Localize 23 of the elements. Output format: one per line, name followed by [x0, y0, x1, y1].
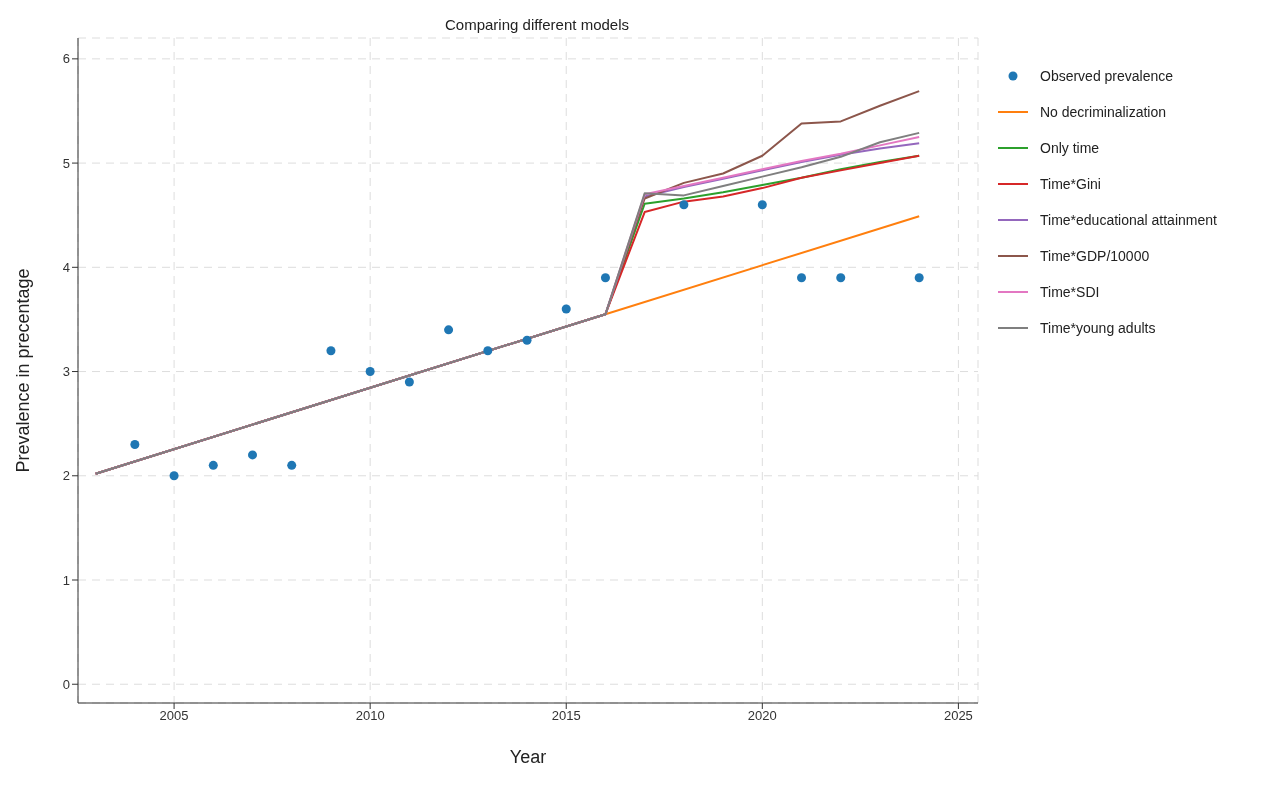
y-tick-label: 3	[62, 364, 70, 380]
x-axis-title: Year	[509, 747, 547, 767]
y-tick-label: 4	[62, 259, 70, 275]
x-tick-label: 2005	[159, 708, 189, 724]
x-tick-label: 2015	[551, 708, 581, 724]
legend-label: Time*educational attainment	[1040, 212, 1217, 228]
legend-label: Time*Gini	[1040, 176, 1101, 192]
legend-label: Only time	[1040, 140, 1100, 156]
y-tick-label: 0	[62, 676, 70, 692]
y-tick-label: 6	[62, 51, 70, 67]
y-tick-label: 2	[62, 468, 70, 484]
chart-title: Comparing different models	[444, 16, 630, 33]
y-tick-label: 5	[62, 155, 70, 171]
x-tick-label: 2025	[943, 708, 973, 724]
x-tick-label: 2010	[355, 708, 385, 724]
legend-label: Time*SDI	[1040, 284, 1100, 300]
x-tick-label: 2020	[747, 708, 777, 724]
y-tick-label: 1	[62, 572, 70, 588]
legend-label: Time*GDP/10000	[1040, 248, 1150, 264]
legend-label: Time*young adults	[1040, 320, 1156, 336]
legend-label: No decriminalization	[1040, 104, 1167, 120]
legend-label: Observed prevalence	[1040, 68, 1174, 84]
y-axis-title: Prevalence in precentage	[13, 268, 34, 473]
